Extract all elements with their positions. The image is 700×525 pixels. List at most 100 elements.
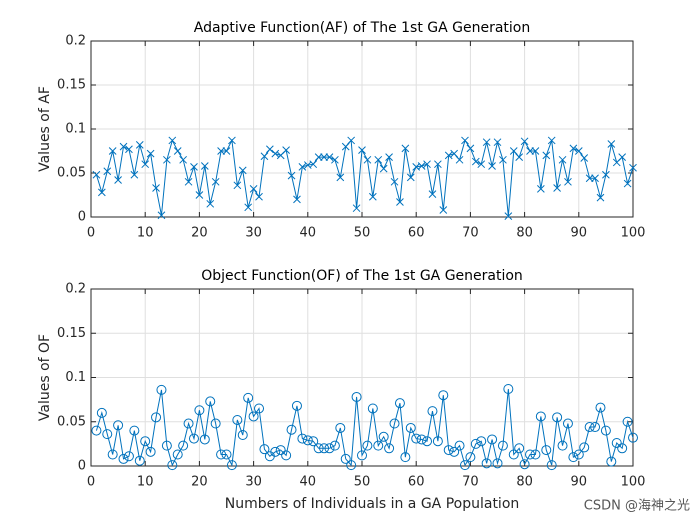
- marker: [427, 406, 438, 417]
- marker: [553, 184, 561, 192]
- marker: [607, 140, 616, 148]
- x-tick-label: 100: [621, 475, 646, 490]
- x-tick-label: 90: [571, 475, 588, 490]
- marker: [373, 440, 384, 451]
- x-tick-label: 0: [87, 226, 95, 241]
- marker: [152, 184, 160, 192]
- marker: [416, 434, 427, 445]
- marker: [352, 204, 361, 213]
- data-line: [95, 388, 634, 467]
- marker: [255, 192, 263, 201]
- marker: [618, 153, 627, 162]
- marker: [405, 422, 416, 433]
- marker: [341, 142, 350, 151]
- marker: [394, 398, 405, 409]
- marker: [541, 445, 552, 456]
- marker: [314, 153, 323, 162]
- marker: [313, 443, 324, 454]
- marker: [297, 433, 308, 444]
- x-tick-label: 60: [408, 475, 425, 490]
- watermark: CSDN @海神之光: [584, 499, 690, 514]
- y-tick-label: 0.1: [65, 370, 86, 385]
- marker: [504, 212, 513, 220]
- marker: [129, 425, 140, 436]
- marker: [542, 151, 551, 160]
- chart-title: Adaptive Function(AF) of The 1st GA Gene…: [194, 20, 531, 36]
- marker: [591, 174, 599, 183]
- marker: [347, 136, 356, 145]
- marker: [161, 440, 172, 451]
- marker: [476, 436, 487, 447]
- x-tick-label: 20: [191, 226, 208, 241]
- x-tick-label: 70: [462, 475, 479, 490]
- marker: [535, 411, 546, 422]
- marker: [363, 155, 372, 164]
- marker: [184, 177, 193, 186]
- marker: [628, 432, 638, 443]
- marker: [596, 193, 605, 202]
- x-tick-label: 40: [300, 475, 317, 490]
- y-tick-label: 0.05: [57, 166, 86, 181]
- marker: [454, 440, 465, 451]
- marker: [103, 167, 112, 176]
- x-tick-label: 0: [87, 475, 95, 490]
- marker: [499, 155, 507, 164]
- marker: [248, 411, 259, 422]
- marker: [558, 155, 567, 164]
- marker: [108, 147, 117, 155]
- marker: [237, 430, 248, 441]
- marker: [477, 160, 486, 169]
- marker: [611, 437, 622, 448]
- x-tick-label: 90: [571, 226, 588, 241]
- marker: [320, 153, 328, 162]
- marker: [119, 142, 128, 151]
- marker: [444, 151, 453, 160]
- marker: [340, 453, 351, 464]
- marker: [623, 179, 632, 188]
- marker: [199, 434, 210, 445]
- marker: [368, 192, 377, 201]
- marker: [270, 446, 281, 457]
- x-tick-label: 50: [354, 475, 371, 490]
- marker: [385, 153, 393, 162]
- marker: [140, 436, 151, 447]
- x-tick-label: 70: [462, 226, 479, 241]
- marker: [167, 460, 178, 471]
- marker: [557, 440, 568, 451]
- marker: [487, 434, 498, 445]
- marker: [172, 449, 183, 460]
- marker: [151, 412, 162, 423]
- marker: [319, 443, 330, 454]
- marker: [459, 460, 470, 471]
- marker: [130, 170, 139, 179]
- marker: [564, 177, 572, 186]
- marker: [406, 173, 415, 182]
- marker: [157, 211, 166, 220]
- x-tick-label: 30: [245, 475, 262, 490]
- marker: [188, 433, 199, 444]
- marker: [287, 171, 296, 180]
- marker: [492, 458, 503, 469]
- marker: [141, 160, 150, 169]
- x-tick-label: 80: [516, 226, 533, 241]
- marker: [275, 445, 286, 456]
- marker: [590, 422, 601, 433]
- marker: [450, 149, 458, 158]
- marker: [125, 145, 133, 154]
- axes-box: [90, 288, 634, 467]
- marker: [378, 431, 389, 442]
- y-axis-label: Values of AF: [37, 86, 53, 172]
- marker: [238, 166, 247, 175]
- marker: [602, 170, 610, 179]
- marker: [232, 414, 243, 425]
- marker: [585, 174, 594, 183]
- marker: [471, 157, 480, 166]
- marker: [531, 147, 540, 155]
- marker: [194, 405, 205, 416]
- marker: [374, 155, 383, 164]
- marker: [503, 384, 514, 395]
- marker: [367, 403, 378, 414]
- marker: [195, 191, 204, 199]
- marker: [298, 162, 307, 171]
- marker: [417, 162, 426, 170]
